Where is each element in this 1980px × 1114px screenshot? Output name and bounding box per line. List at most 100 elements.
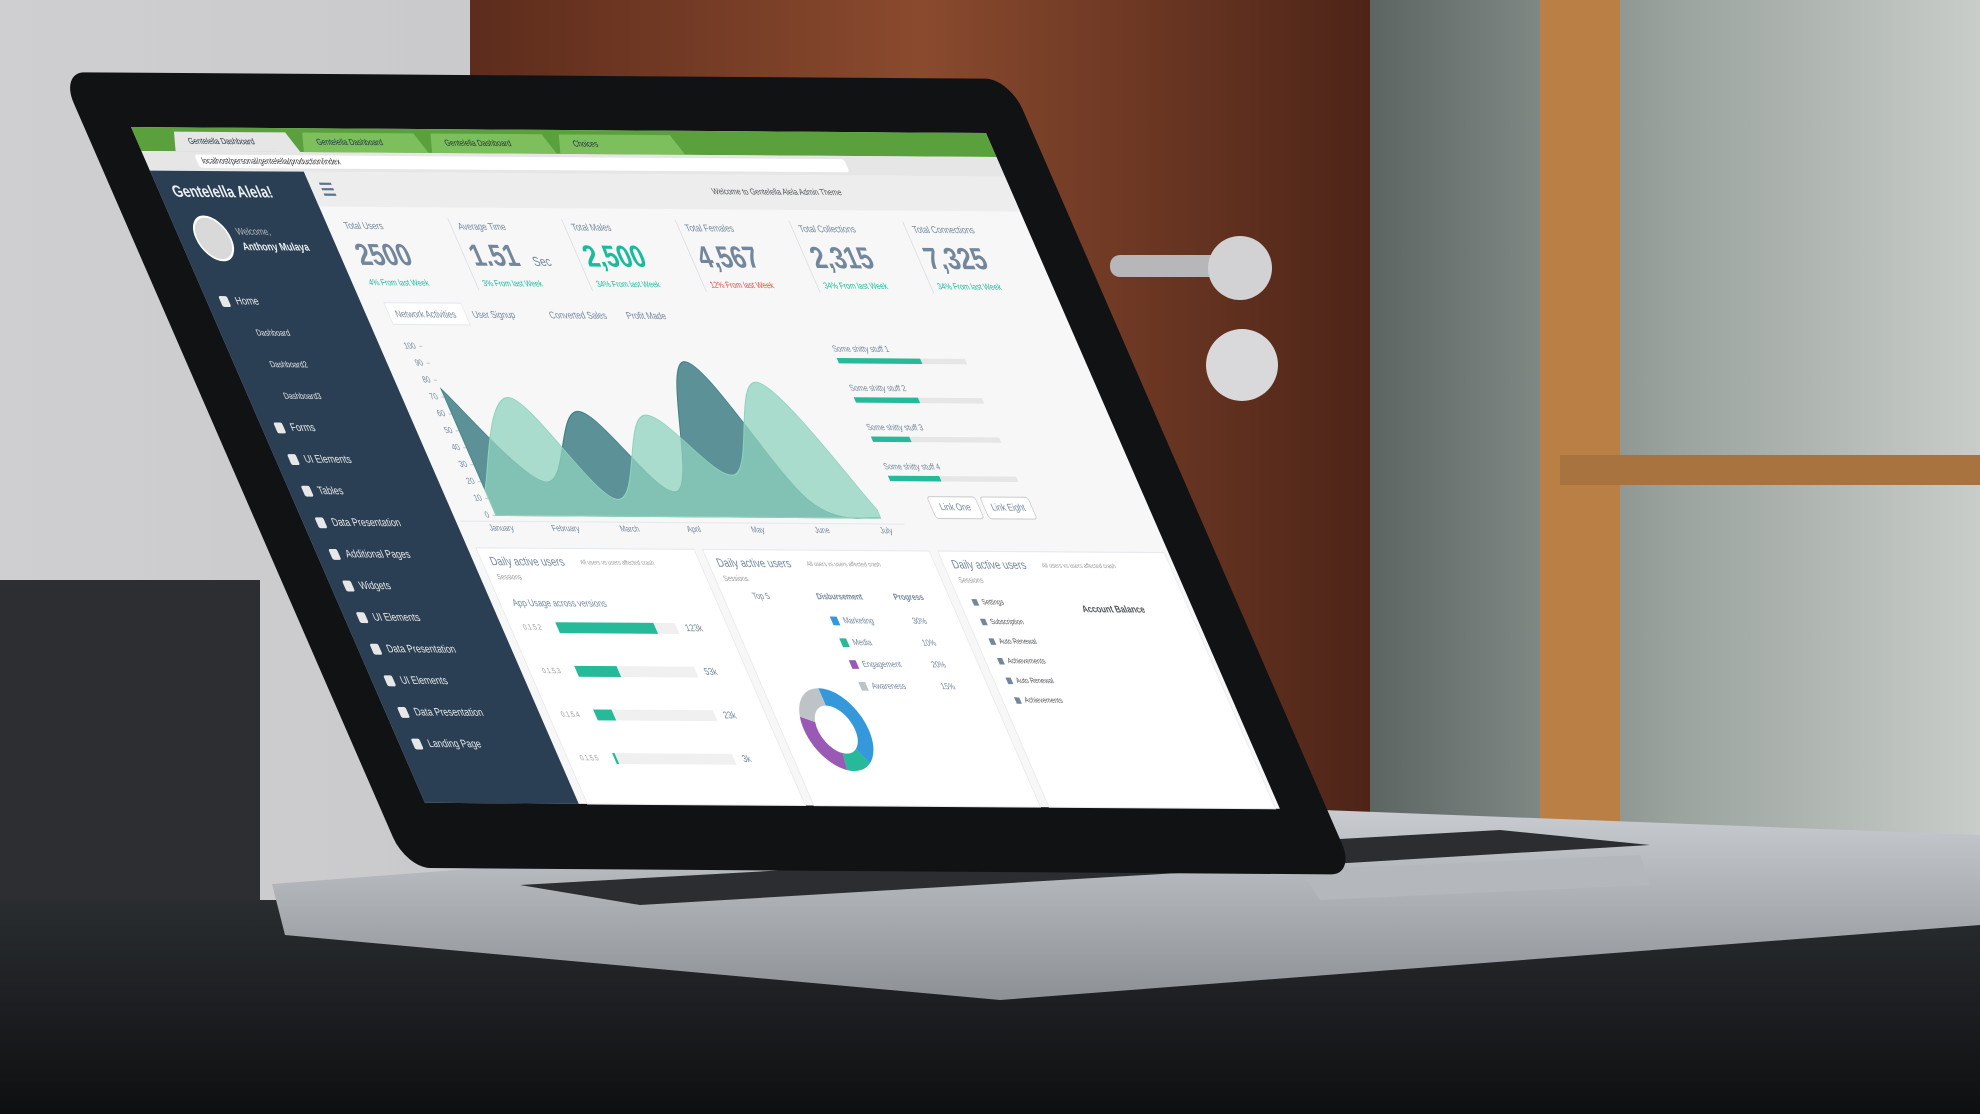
welcome-label: Welcome, <box>234 226 273 237</box>
chart-tab[interactable]: Network Activities <box>393 309 458 320</box>
stat-value: 2,315 <box>805 242 880 276</box>
donut-header: Disbursement <box>815 592 865 602</box>
stat-change: 4% From last Week <box>367 278 431 288</box>
chair <box>0 580 260 910</box>
nav-item[interactable]: Tables <box>316 486 346 498</box>
settings-item[interactable]: Auto Renewal <box>1014 676 1056 686</box>
stat-change: 34% From last Week <box>822 281 890 291</box>
version-label: 0.1.5.3 <box>540 666 562 676</box>
nav-item[interactable]: Data Presentation <box>412 707 486 719</box>
x-tick-label: June <box>813 526 832 536</box>
nav-item[interactable]: Data Presentation <box>385 644 459 656</box>
shelf-board <box>1560 455 1980 485</box>
nav-item[interactable]: Dashboard3 <box>282 391 324 401</box>
x-tick-label: March <box>618 524 641 534</box>
settings-item[interactable]: Achievements <box>1022 695 1064 705</box>
nav-item[interactable]: Widgets <box>357 581 393 593</box>
y-tick-label: 0 <box>483 510 491 520</box>
link-text: Link One <box>938 502 973 513</box>
nav-item[interactable]: Dashboard <box>254 328 292 338</box>
nav-item[interactable]: UI Elements <box>371 612 423 624</box>
progress-label: Some shitty stuff 1 <box>831 344 891 354</box>
chart-tab[interactable]: User Signup <box>470 309 517 320</box>
browser-tab[interactable] <box>424 133 557 154</box>
stat-change: 34% From last Week <box>936 282 1004 292</box>
nav-item[interactable]: Data Presentation <box>330 517 404 529</box>
progress-label: Some shitty stuff 2 <box>848 383 908 393</box>
x-tick-label: April <box>685 525 703 535</box>
usage-bar <box>612 753 620 764</box>
browser-tab[interactable] <box>295 132 429 153</box>
browser-tab[interactable] <box>552 134 686 155</box>
legend-label: Marketing <box>841 616 875 626</box>
legend-swatch <box>848 660 860 669</box>
nav-icon <box>328 548 341 560</box>
panel <box>936 550 1277 810</box>
account-title: Account Balance <box>1080 604 1147 615</box>
stat-label: Total Females <box>683 223 736 234</box>
legend-value: 30% <box>911 616 929 626</box>
stat-label: Total Collections <box>797 224 858 235</box>
nav-item[interactable]: Forms <box>288 423 317 435</box>
settings-icon <box>1013 697 1022 704</box>
link-button[interactable] <box>980 496 1037 520</box>
panel <box>701 548 1042 808</box>
door-rose <box>1208 236 1272 300</box>
nav-icon <box>287 454 300 466</box>
tab-active <box>383 302 471 326</box>
settings-icon <box>988 638 997 645</box>
chart-tab[interactable]: Profit Made <box>624 310 668 321</box>
hamburger-icon[interactable] <box>318 182 337 196</box>
settings-item[interactable]: Auto Renewal <box>997 636 1039 646</box>
settings-item[interactable]: Subscription <box>988 617 1025 627</box>
usage-value: 53k <box>702 666 719 677</box>
usage-bar <box>593 709 617 721</box>
stat-label: Total Users <box>342 220 385 231</box>
settings-icon <box>979 618 988 626</box>
nav-icon <box>218 296 231 307</box>
settings-icon <box>1005 677 1014 685</box>
nav-item[interactable]: Additional Pages <box>343 549 412 561</box>
hamburger-line <box>323 193 337 196</box>
area-series <box>484 381 882 519</box>
nav-icon <box>356 612 369 624</box>
progress-bar <box>887 475 942 482</box>
panel-note: All users vs users affected crash <box>1041 562 1118 570</box>
y-tick-label: 70 <box>428 392 440 402</box>
usage-track <box>612 753 737 765</box>
legend-label: Media <box>851 638 874 648</box>
panel-note: All users vs users affected crash <box>805 561 882 569</box>
address-url: localhost/personal/gentelella/production… <box>200 156 343 166</box>
top-welcome: Welcome to Gentelella Alela Admin Theme <box>710 187 844 197</box>
stat-change: 3% From last Week <box>481 279 545 289</box>
panel-note: All users vs users affected crash <box>579 559 656 567</box>
divider <box>459 520 905 525</box>
panel-title: Daily active users <box>714 557 793 570</box>
donut-header: Progress <box>892 592 926 602</box>
progress-label: Some shitty stuff 3 <box>865 423 925 433</box>
nav-item[interactable]: UI Elements <box>398 675 450 687</box>
browser-tab[interactable] <box>167 131 301 153</box>
donut-segment <box>842 749 870 772</box>
settings-item[interactable]: Achievements <box>1005 656 1047 666</box>
chart-tab[interactable]: Converted Sales <box>547 310 609 321</box>
nav-item[interactable]: Dashboard2 <box>268 360 310 370</box>
app-usage-title: App Usage across versions <box>510 598 608 609</box>
link-button[interactable] <box>927 496 984 520</box>
stat-divider <box>674 219 707 292</box>
progress-bar <box>870 436 912 443</box>
legend-swatch <box>858 681 869 691</box>
progress-bar <box>836 357 923 365</box>
stat-unit: Sec <box>530 254 554 269</box>
stat-divider <box>447 218 480 291</box>
nav-icon <box>397 706 410 718</box>
x-tick-label: January <box>487 523 516 533</box>
nav-item[interactable]: UI Elements <box>302 454 354 466</box>
settings-item[interactable]: Settings <box>980 597 1006 607</box>
y-tick-label: 10 <box>472 493 484 503</box>
stat-value: 7,325 <box>919 243 994 277</box>
door-lock <box>1206 329 1278 401</box>
nav-item[interactable]: Landing Page <box>426 739 484 751</box>
nav-item[interactable]: Home <box>233 296 261 308</box>
